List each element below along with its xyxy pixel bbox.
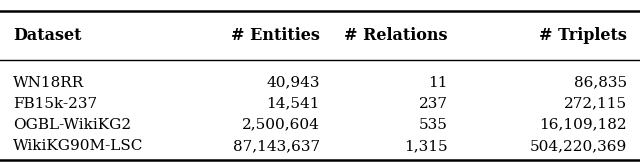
Text: 504,220,369: 504,220,369 [530, 139, 627, 153]
Text: 1,315: 1,315 [404, 139, 448, 153]
Text: 86,835: 86,835 [574, 76, 627, 90]
Text: 272,115: 272,115 [564, 97, 627, 111]
Text: # Triplets: # Triplets [540, 27, 627, 44]
Text: 2,500,604: 2,500,604 [242, 118, 320, 132]
Text: FB15k-237: FB15k-237 [13, 97, 97, 111]
Text: # Entities: # Entities [231, 27, 320, 44]
Text: 237: 237 [419, 97, 448, 111]
Text: 535: 535 [419, 118, 448, 132]
Text: 40,943: 40,943 [266, 76, 320, 90]
Text: 14,541: 14,541 [266, 97, 320, 111]
Text: OGBL-WikiKG2: OGBL-WikiKG2 [13, 118, 131, 132]
Text: Dataset: Dataset [13, 27, 81, 44]
Text: WikiKG90M-LSC: WikiKG90M-LSC [13, 139, 143, 153]
Text: 16,109,182: 16,109,182 [540, 118, 627, 132]
Text: # Relations: # Relations [344, 27, 448, 44]
Text: WN18RR: WN18RR [13, 76, 84, 90]
Text: 87,143,637: 87,143,637 [233, 139, 320, 153]
Text: 11: 11 [429, 76, 448, 90]
